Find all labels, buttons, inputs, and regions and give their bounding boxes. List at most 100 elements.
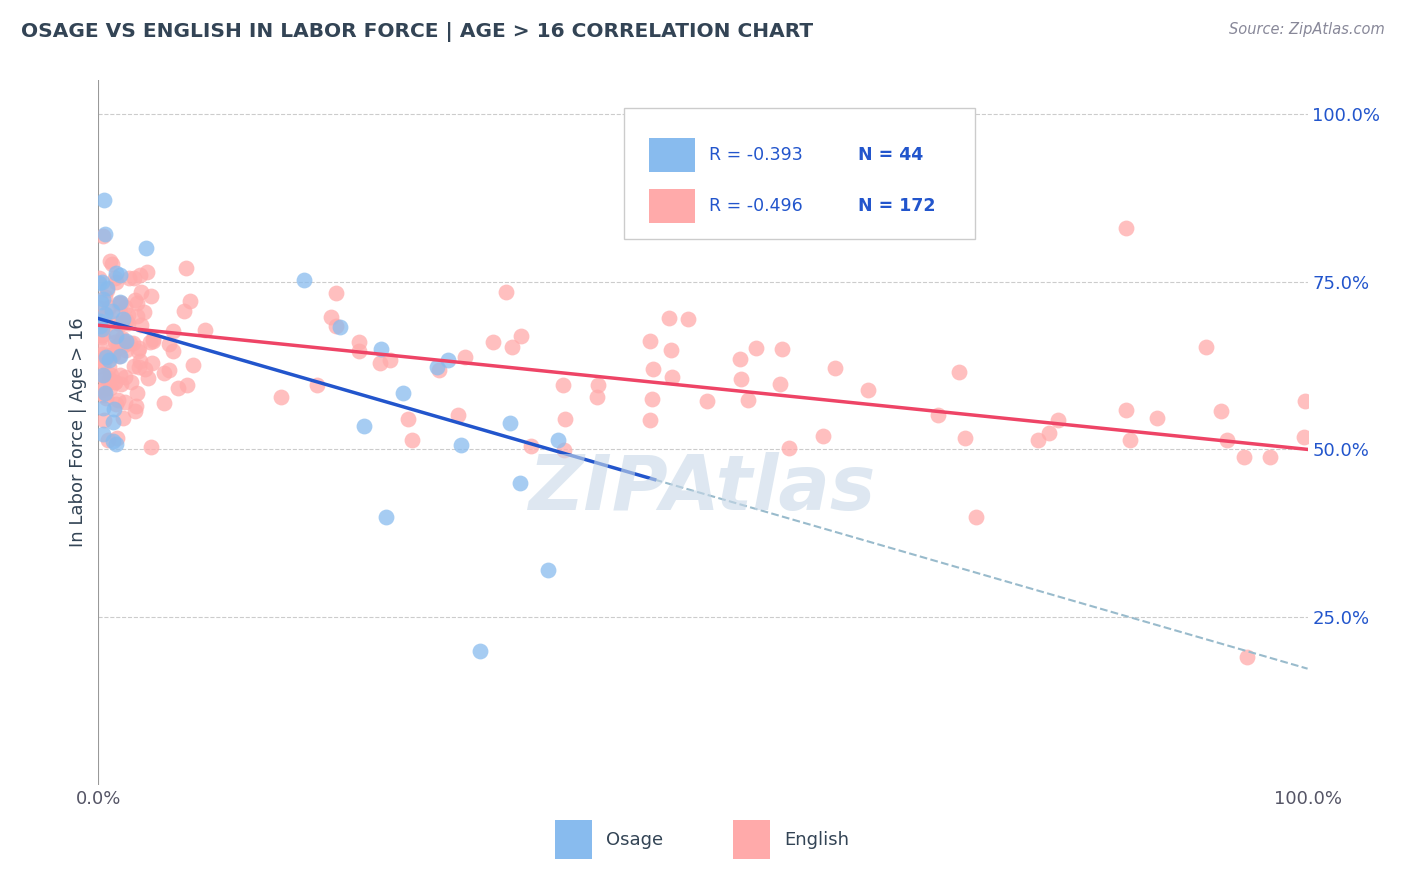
Point (1038, 426, 1060, 441)
Point (105, 266, 128, 280)
Point (181, 358, 204, 372)
Point (176, 378, 198, 392)
Point (101, 348, 124, 362)
Point (129, 353, 152, 368)
Point (110, 376, 132, 391)
Point (745, 341, 768, 355)
Point (470, 644, 492, 658)
Point (927, 409, 949, 423)
Point (139, 289, 162, 303)
Point (482, 335, 505, 350)
Point (502, 340, 524, 354)
Point (127, 386, 149, 401)
Point (111, 333, 134, 347)
Point (1211, 404, 1233, 418)
Point (110, 296, 132, 310)
Point (105, 275, 128, 289)
Point (104, 329, 127, 343)
Point (107, 316, 129, 330)
Point (347, 343, 370, 358)
Point (1119, 433, 1142, 447)
Point (378, 352, 401, 367)
Point (129, 268, 152, 283)
Point (93, 413, 115, 427)
Point (89, 314, 111, 328)
Point (122, 271, 145, 285)
Point (948, 365, 970, 379)
Point (108, 349, 131, 363)
Point (1115, 221, 1137, 235)
Point (426, 359, 449, 374)
Point (93, 388, 115, 402)
Point (641, 392, 664, 406)
Point (101, 304, 124, 318)
Point (89, 301, 111, 315)
Text: ZIPAtlas: ZIPAtlas (529, 452, 877, 526)
Point (117, 316, 139, 330)
Point (586, 390, 609, 404)
Point (325, 319, 347, 334)
Point (730, 351, 752, 366)
Point (125, 309, 148, 323)
Point (319, 310, 342, 325)
Point (108, 306, 131, 320)
Point (94, 307, 117, 321)
Text: N = 172: N = 172 (858, 197, 935, 215)
Point (554, 411, 576, 425)
Point (325, 286, 347, 301)
Point (136, 265, 159, 279)
Point (103, 402, 125, 417)
Point (676, 312, 699, 326)
Point (108, 368, 131, 383)
Point (450, 437, 472, 451)
Point (107, 392, 129, 407)
Point (1216, 433, 1239, 447)
Point (93, 401, 115, 416)
Point (110, 294, 132, 309)
Point (778, 441, 800, 455)
Point (139, 440, 162, 454)
Point (509, 475, 531, 490)
Bar (648, 189, 695, 223)
Text: R = -0.393: R = -0.393 (709, 146, 803, 164)
Point (519, 439, 541, 453)
Point (101, 415, 124, 429)
Point (115, 313, 138, 327)
Point (98, 370, 121, 384)
Point (737, 393, 759, 408)
Point (537, 563, 560, 577)
Point (108, 340, 131, 354)
Point (104, 326, 127, 340)
Point (153, 396, 176, 410)
Point (153, 366, 176, 380)
Point (1026, 433, 1049, 447)
Point (824, 361, 846, 376)
Point (96, 281, 118, 295)
Point (162, 324, 184, 338)
Point (139, 334, 162, 349)
Point (90, 347, 112, 361)
Point (87, 276, 110, 290)
Point (1195, 340, 1218, 354)
Point (953, 431, 976, 445)
Point (1233, 450, 1256, 464)
Y-axis label: In Labor Force | Age > 16: In Labor Force | Age > 16 (69, 318, 87, 548)
Point (166, 381, 188, 395)
Point (368, 356, 391, 370)
Point (114, 394, 136, 409)
Point (105, 397, 128, 411)
Point (93, 355, 115, 369)
Point (174, 261, 197, 276)
Point (104, 271, 127, 285)
Point (125, 295, 148, 310)
Point (94, 370, 117, 384)
Point (692, 194, 714, 208)
Point (447, 408, 470, 422)
Point (659, 343, 682, 357)
Point (965, 510, 987, 524)
Point (93, 289, 115, 303)
Point (93, 351, 115, 365)
Point (96, 350, 118, 364)
Point (391, 385, 413, 400)
Point (1294, 394, 1316, 409)
